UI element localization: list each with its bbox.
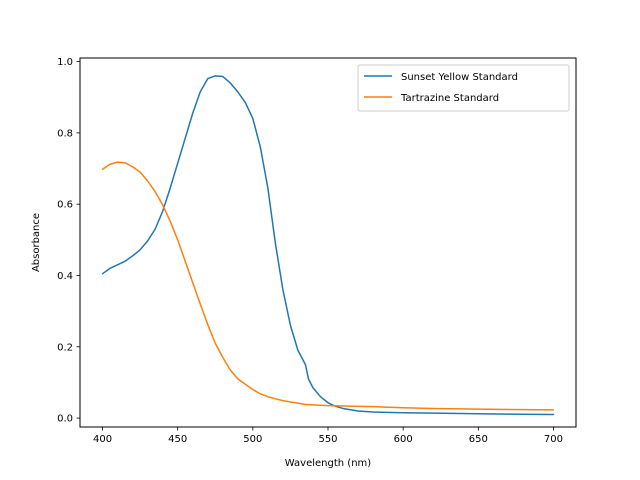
series-line-1 [101,75,555,416]
y-axis: 0.0 0.2 0.4 0.6 0.8 1.0 [57,57,80,425]
y-tick-label: 0.4 [57,271,73,282]
x-tick-label: 600 [394,434,413,445]
legend-label-2: Tartrazine Standard [400,93,499,104]
legend-frame [357,64,570,112]
x-axis-label: Wavelength (nm) [285,458,371,469]
x-tick-label: 650 [469,434,488,445]
plot-series [101,75,555,416]
x-axis: 400 450 500 550 600 650 700 [93,427,563,445]
x-tick-label: 400 [93,434,112,445]
legend-label-1: Sunset Yellow Standard [401,72,518,83]
legend: Sunset Yellow Standard Tartrazine Standar… [357,64,570,112]
y-tick-label: 1.0 [57,57,73,68]
series-line-2 [101,161,555,411]
x-tick-label: 700 [544,434,563,445]
x-tick-label: 450 [168,434,187,445]
y-tick-label: 0.2 [57,342,73,353]
y-tick-label: 0.6 [57,200,73,211]
x-tick-label: 500 [243,434,262,445]
y-tick-label: 0.0 [57,414,73,425]
y-tick-label: 0.8 [57,128,73,139]
y-axis-label: Absorbance [31,213,42,272]
x-tick-label: 550 [318,434,337,445]
